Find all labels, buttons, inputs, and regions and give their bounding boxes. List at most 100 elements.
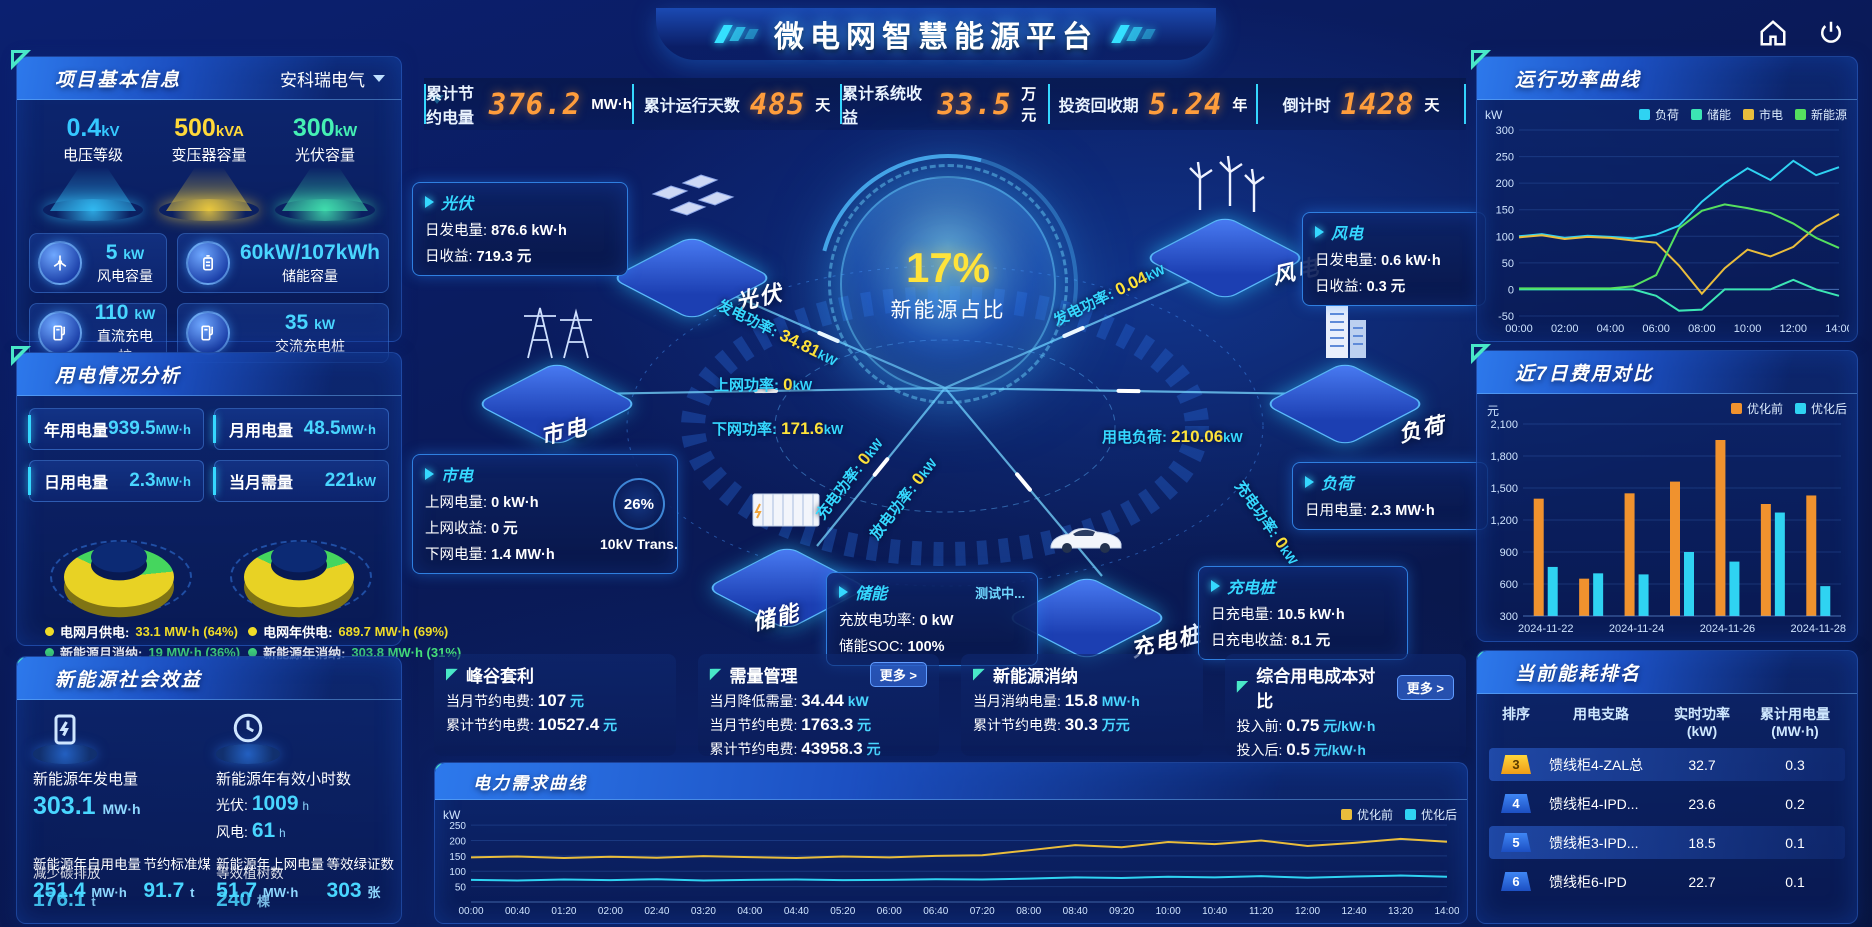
legend-item[interactable]: 负荷 bbox=[1638, 106, 1679, 123]
legend-item[interactable]: 优化前 bbox=[1340, 806, 1393, 823]
total-energy: 0.2 bbox=[1785, 795, 1805, 812]
tick-label: 06:40 bbox=[923, 906, 948, 917]
legend-swatch-icon bbox=[1340, 809, 1352, 820]
info-box-title: 充电桩 bbox=[1211, 574, 1395, 598]
legend-item[interactable]: 优化后 bbox=[1404, 806, 1457, 823]
panel-title: 电力需求曲线 bbox=[473, 773, 587, 793]
company-dropdown[interactable]: 安科瑞电气 bbox=[280, 66, 385, 91]
home-icon[interactable] bbox=[1758, 18, 1788, 48]
summary-card-title: 峰谷套利 bbox=[466, 667, 534, 686]
wind-turbine-icon bbox=[38, 241, 82, 285]
summary-card-header: 综合用电成本对比 更多 > bbox=[1236, 662, 1454, 712]
donut-chart bbox=[224, 516, 374, 618]
charger-icon bbox=[185, 311, 230, 355]
benefit-overlap-layer: 新能源年自用电量 251.4 MW·h bbox=[33, 853, 141, 903]
panel-corner-icon bbox=[17, 657, 31, 670]
renewable-ratio-orb: 17% 新能源占比 bbox=[828, 164, 1068, 404]
usage-stat-value: 939.5MW·h bbox=[108, 418, 191, 439]
donut-legends: 电网月供电: 33.1 MW·h (64%) 新能源月消纳: 19 MW·h (3… bbox=[29, 612, 461, 662]
info-box-name: 储能 bbox=[855, 586, 888, 603]
tick-label: 200 bbox=[449, 836, 466, 847]
bar-优化前 bbox=[1624, 493, 1635, 616]
series-line-优化后 bbox=[470, 874, 1448, 882]
more-button[interactable]: 更多 > bbox=[1396, 674, 1454, 700]
ranking-column-header: 排序 bbox=[1502, 706, 1530, 722]
tick-label: 10:00 bbox=[1156, 906, 1181, 917]
chevron-right-icon bbox=[1305, 476, 1314, 488]
tick-label: 14:00 bbox=[1434, 906, 1459, 917]
ranking-header-row: 排序 用电支路 实时功率 (kW) 累计用电量 (MW·h) bbox=[1489, 702, 1845, 748]
benefit-overlap-cell: 新能源年自用电量 251.4 MW·h 减少碳排放 176.1 t bbox=[33, 853, 141, 915]
legend-item[interactable]: 优化前 bbox=[1730, 400, 1783, 417]
usage-stat-value: 48.5MW·h bbox=[303, 418, 376, 439]
transformer-badge: 26% 10kV Trans. bbox=[600, 478, 678, 552]
info-row: 日发电量: 0.6 kW·h bbox=[1315, 253, 1441, 269]
bar-优化后 bbox=[1684, 552, 1694, 616]
info-row: 下网电量: 1.4 MW·h bbox=[425, 547, 555, 563]
power-curve-chart: kW 负荷 储能 市电 新能源 300 250 200 150 100 50 0 -50 00:00 02:… bbox=[1477, 100, 1857, 340]
legend-dot-icon bbox=[248, 627, 258, 636]
cost-compare-chart: 元优化前 优化后 2,100 1,800 1,500 1,200 900 600 300 2024… bbox=[1477, 394, 1857, 640]
legend-item[interactable]: 优化后 bbox=[1794, 400, 1847, 417]
spotlight-label: 光伏容量 bbox=[294, 147, 355, 164]
legend-label: 电网月供电: bbox=[60, 625, 130, 640]
renewable-ratio-label: 新能源占比 bbox=[890, 299, 1006, 322]
power-icon[interactable] bbox=[1816, 18, 1846, 48]
legend-item[interactable]: 新能源 bbox=[1794, 106, 1847, 123]
legend-name: 储能 bbox=[1706, 108, 1731, 122]
branch-name: 馈线柜3-IPD... bbox=[1549, 834, 1639, 851]
summary-card: 新能源消纳 当月消纳电量: 15.8 MW·h 累计节约电费: 30.3 万元 bbox=[961, 654, 1203, 756]
info-box-name: 光伏 bbox=[441, 196, 474, 213]
node-pv: 光伏 bbox=[609, 168, 786, 321]
kpi-label: 累计节约电量 bbox=[426, 86, 475, 127]
tick-label: 200 bbox=[1496, 178, 1514, 190]
window-controls bbox=[1758, 18, 1846, 48]
tick-label: 06:00 bbox=[1642, 323, 1670, 335]
tick-label: 100 bbox=[449, 867, 466, 878]
tick-label: 300 bbox=[1496, 125, 1514, 137]
benefit-value: 176.1 t bbox=[33, 888, 96, 911]
kpi-value: 1428 bbox=[1340, 87, 1415, 121]
donut-legend-item: 电网年供电: 689.7 MW·h (69%) bbox=[248, 622, 461, 641]
realtime-power: 18.5 bbox=[1688, 834, 1716, 851]
node-grid: 市电 bbox=[474, 294, 640, 449]
flash-icon bbox=[33, 710, 97, 764]
branch-name: 馈线柜4-ZAL总 bbox=[1549, 756, 1644, 773]
chart-canvas: 250 200 150 100 50 00:00 00:40 01:20 02:00 02:40 0… bbox=[449, 821, 1460, 917]
summary-row: 投入前: 0.75 元/kW·h bbox=[1236, 716, 1376, 735]
panel-corner-icon bbox=[1477, 651, 1491, 664]
rank-badge: 5 bbox=[1501, 833, 1531, 852]
more-button[interactable]: 更多 > bbox=[869, 662, 927, 687]
tick-label: 150 bbox=[449, 852, 466, 863]
bar-优化前 bbox=[1715, 440, 1726, 616]
capacity-label: 风电容量 bbox=[96, 267, 153, 284]
building-icon bbox=[1310, 300, 1380, 367]
table-row: 3 馈线柜4-ZAL总 32.7 0.3 bbox=[1489, 748, 1845, 781]
info-box-title: 负荷 bbox=[1305, 470, 1475, 494]
capacity-spotlight: 300kW 光伏容量 bbox=[267, 114, 383, 221]
panel-header: 当前能耗排名 bbox=[1477, 651, 1857, 694]
kpi-label: 累计系统收益 bbox=[842, 86, 923, 127]
legend-item[interactable]: 储能 bbox=[1690, 106, 1731, 123]
tick-label: 00:00 bbox=[458, 906, 483, 917]
info-row: 上网电量: 0 kW·h bbox=[425, 495, 539, 511]
legend-item[interactable]: 市电 bbox=[1742, 106, 1783, 123]
panel-usage-analysis: 用电情况分析 年用电量 939.5MW·h 月用电量 48.5MW·h 日用电量 2.3M… bbox=[11, 346, 461, 661]
energy-pulse bbox=[1015, 472, 1032, 492]
tick-label: 08:40 bbox=[1063, 906, 1088, 917]
branch-name: 馈线柜4-IPD... bbox=[1549, 795, 1639, 812]
capacity-label: 储能容量 bbox=[281, 267, 338, 284]
title-flash-icon-left bbox=[714, 25, 759, 43]
benefit-overlap-layer: 新能源年上网电量 51.7 MW·h bbox=[216, 853, 324, 903]
chevron-right-icon bbox=[425, 468, 434, 480]
ev-car-icon bbox=[1043, 514, 1131, 561]
benefit-subvalue: 风电: 61 h bbox=[216, 819, 286, 842]
app-title-banner: 微电网智慧能源平台 bbox=[656, 8, 1216, 60]
flow-label-from-grid: 下网功率: 171.6kW bbox=[712, 419, 844, 438]
spotlight-label: 变压器容量 bbox=[171, 147, 247, 164]
summary-row: 当月节约电费: 1763.3 元 bbox=[709, 715, 872, 734]
solar-panels-icon bbox=[649, 174, 735, 225]
capacity-label: 交流充电桩 bbox=[274, 337, 345, 354]
tick-label: 600 bbox=[1500, 579, 1518, 591]
benefit-overlap-layer: 等效植树数 240 棵 bbox=[216, 862, 320, 912]
